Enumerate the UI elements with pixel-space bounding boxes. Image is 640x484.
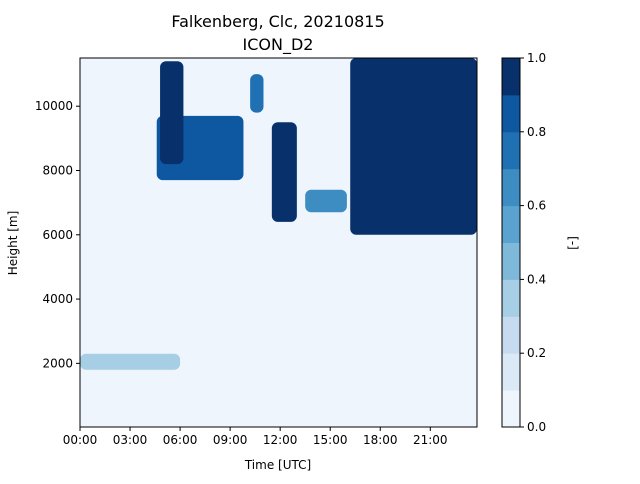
cloud-feature bbox=[250, 74, 264, 113]
colorbar-tick-label: 0.2 bbox=[527, 346, 546, 360]
colorbar-segment bbox=[502, 316, 520, 354]
colorbar-tick-label: 0.6 bbox=[527, 199, 546, 213]
cloud-cell bbox=[305, 189, 347, 213]
colorbar-segment bbox=[502, 168, 520, 207]
chart-subtitle: ICON_D2 bbox=[243, 35, 314, 55]
axes: 00:00 03:00 06:00 09:00 12:00 15:00 18:00 21:00… bbox=[35, 57, 478, 447]
colorbar-frame bbox=[501, 57, 521, 428]
x-tick-label: 00:00 bbox=[63, 433, 98, 447]
colorbar-segment bbox=[502, 58, 520, 96]
cloud-cell bbox=[80, 353, 181, 370]
colorbar-tick-label: 0.4 bbox=[527, 272, 546, 286]
cloud-feature bbox=[350, 58, 477, 235]
colorbar-segment bbox=[502, 205, 520, 243]
colorbar-segment bbox=[502, 94, 520, 133]
cloud-feature bbox=[80, 353, 181, 370]
colorbar-tick-label: 1.0 bbox=[527, 51, 546, 65]
cloud-cell bbox=[160, 61, 184, 165]
cloud-feature bbox=[271, 122, 297, 222]
x-tick-label: 18:00 bbox=[363, 433, 398, 447]
cloud-cell bbox=[271, 122, 297, 222]
y-tick-label: 10000 bbox=[35, 99, 73, 113]
x-tick-label: 09:00 bbox=[213, 433, 248, 447]
colorbar-segment bbox=[502, 279, 520, 317]
x-axis-label: Time [UTC] bbox=[244, 458, 311, 472]
chart-title: Falkenberg, Clc, 20210815 bbox=[171, 12, 384, 31]
y-tick-label: 6000 bbox=[42, 228, 73, 242]
cloud-cell bbox=[250, 74, 264, 113]
plot-area bbox=[80, 58, 477, 427]
y-axis-label: Height [m] bbox=[6, 211, 20, 276]
colorbar-tick-label: 0.8 bbox=[527, 125, 546, 139]
plot-frame bbox=[79, 57, 478, 428]
x-tick-label: 21:00 bbox=[413, 433, 448, 447]
cloud-feature bbox=[160, 61, 184, 165]
colorbar: 0.0 0.2 0.4 0.6 0.8 1.0 bbox=[501, 51, 546, 434]
colorbar-segment bbox=[502, 242, 520, 280]
colorbar-segment bbox=[502, 131, 520, 170]
y-tick-label: 2000 bbox=[42, 356, 73, 370]
y-tick-label: 4000 bbox=[42, 292, 73, 306]
cloud-feature bbox=[305, 189, 347, 213]
cloud-cell bbox=[350, 58, 477, 235]
x-tick-label: 15:00 bbox=[313, 433, 348, 447]
x-tick-label: 06:00 bbox=[163, 433, 198, 447]
x-tick-label: 03:00 bbox=[113, 433, 148, 447]
colorbar-label: [-] bbox=[566, 236, 580, 250]
colorbar-segment bbox=[502, 390, 520, 428]
colorbar-segment bbox=[502, 353, 520, 391]
x-tick-label: 12:00 bbox=[263, 433, 298, 447]
y-tick-label: 8000 bbox=[42, 164, 73, 178]
colorbar-tick-label: 0.0 bbox=[527, 420, 546, 434]
